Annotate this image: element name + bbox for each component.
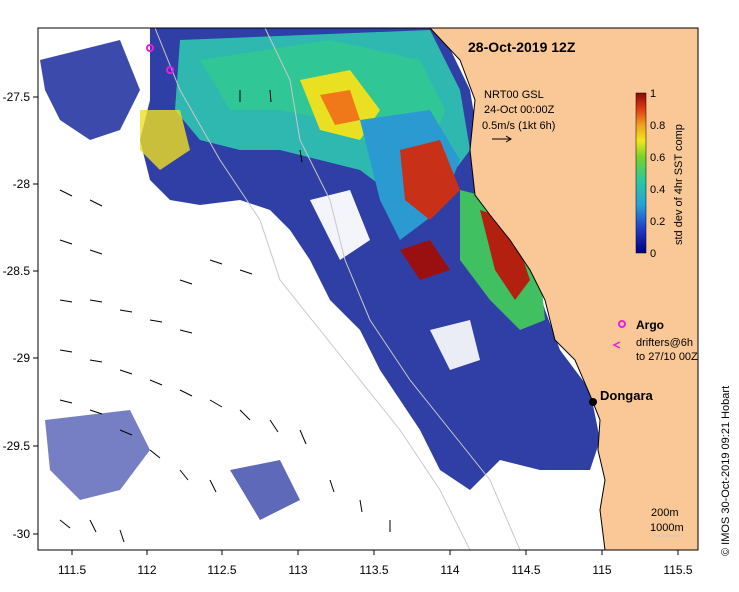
land-mass (429, 28, 698, 550)
argo-floats (146, 44, 174, 74)
y-tick-label: -29 (13, 351, 31, 365)
colorbar-gradient (635, 92, 647, 254)
colorbar: 1 0.8 0.6 0.4 0.2 0 std dev of 4hr SST c… (635, 88, 685, 260)
x-tick-label: 111.5 (58, 563, 87, 577)
x-tick-label: 114.5 (511, 563, 540, 577)
y-tick-label: -28 (13, 177, 31, 191)
drifter-legend-marker (612, 341, 621, 349)
current-label-model: NRT00 GSL (484, 89, 544, 101)
colorbar-tick: 0 (650, 248, 656, 260)
map-title: 28-Oct-2019 12Z (468, 39, 576, 55)
colorbar-tick: 0.4 (650, 184, 665, 196)
x-tick-label: 114 (440, 563, 459, 577)
map-plot-area (38, 28, 698, 550)
y-axis: -27.5 -28 -28.5 -29 -29.5 -30 (3, 90, 38, 541)
y-tick-label: -30 (13, 527, 31, 541)
depth-label-1000m: 1000m (650, 522, 684, 534)
plot-frame (37, 27, 699, 551)
sst-variability-field (40, 28, 600, 520)
x-tick-label: 112.5 (207, 563, 236, 577)
x-tick-label: 112 (137, 563, 156, 577)
colorbar-tick: 1 (650, 88, 656, 100)
current-label-time: 24-Oct 00:00Z (484, 104, 555, 116)
current-legend: NRT00 GSL 24-Oct 00:00Z 0.5m/s (1kt 6h) (482, 89, 555, 143)
x-tick-label: 113 (288, 563, 307, 577)
colorbar-tick: 0.8 (650, 120, 665, 132)
town-label-dongara: Dongara (600, 388, 654, 403)
x-tick-label: 113.5 (359, 563, 388, 577)
dongara-marker (589, 398, 597, 406)
colorbar-label: std dev of 4hr SST comp (673, 124, 685, 245)
depth-label-200m: 200m (651, 507, 679, 519)
y-tick-label: -28.5 (3, 264, 31, 278)
credit-text: © IMOS 30-Oct-2019 09:21 Hobart (720, 386, 732, 556)
argo-legend-marker (618, 320, 626, 328)
current-vectors (59, 89, 391, 543)
current-label-scale: 0.5m/s (1kt 6h) (482, 120, 555, 132)
drifters-label-date: to 27/10 00Z (636, 351, 698, 363)
depth-legend: 200m 1000m (650, 507, 684, 537)
colorbar-tick: 0.2 (650, 216, 665, 228)
contour-1000m (154, 28, 471, 550)
x-axis: 111.5 112 112.5 113 113.5 114 114.5 115 … (58, 550, 693, 577)
y-tick-label: -29.5 (3, 439, 31, 453)
argo-legend: Argo drifters@6h to 27/10 00Z (612, 318, 698, 363)
y-tick-label: -27.5 (3, 90, 31, 104)
contour-200m (264, 28, 521, 550)
x-tick-label: 115 (592, 563, 611, 577)
x-tick-label: 115.5 (663, 563, 692, 577)
drifters-label-interval: drifters@6h (636, 337, 693, 349)
colorbar-tick: 0.6 (650, 152, 665, 164)
argo-legend-label: Argo (636, 318, 664, 332)
